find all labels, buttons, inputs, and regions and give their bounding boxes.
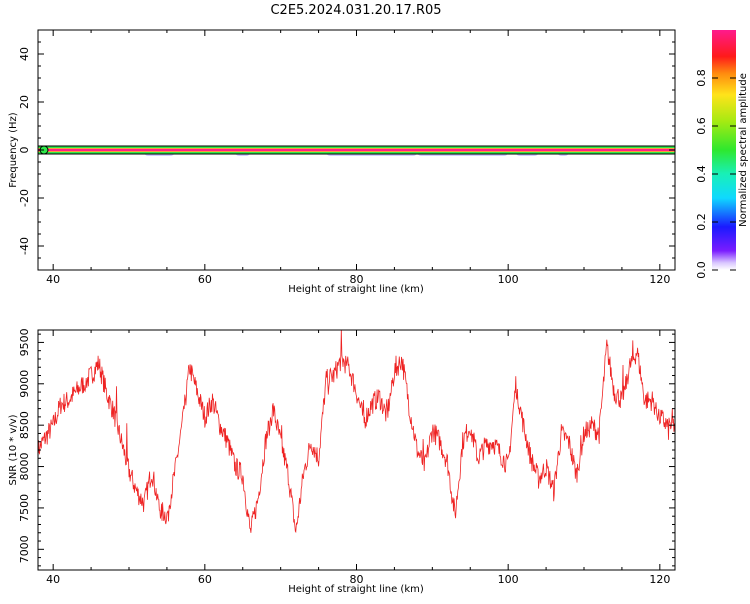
spectrogram-plot-area [38,145,675,156]
snr-series-line [38,330,675,534]
colorbar-tick-label: 0.2 [695,213,708,231]
colorbar-ticks: 0.0 0.2 0.4 0.6 0.8 [695,69,736,279]
chart-title: C2E5.2024.031.20.17.R05 [270,3,441,18]
colorbar-tick-label: 0.0 [695,261,708,279]
colorbar-tick-label: 0.6 [695,117,708,135]
spectrogram-panel: 40 60 80 100 120 -40 -20 0 20 40 Height of straig… [8,29,676,295]
snr-y-label: SNR (10 * v/v) [8,414,19,485]
spectrogram-x-tick-label: 40 [46,273,60,286]
spectrogram-y-tick-label: -20 [18,189,31,207]
spectrogram-y-tick-label: 0 [18,147,31,154]
spectrogram-y-tick-label: 20 [18,95,31,109]
snr-x-tick-label: 120 [649,573,670,586]
spectrogram-x-tick-label: 60 [198,273,212,286]
snr-ticks: 40 60 80 100 120 7000 7500 8000 8500 9000 9500 [18,328,675,586]
colorbar-tick-label: 0.8 [695,69,708,87]
snr-y-tick-label: 8500 [18,411,31,439]
snr-y-tick-label: 8000 [18,453,31,481]
spectrogram-x-tick-label: 80 [350,273,364,286]
snr-x-label: Height of straight line (km) [288,584,424,595]
snr-x-tick-label: 100 [498,573,519,586]
spectrogram-x-label: Height of straight line (km) [288,284,424,295]
colorbar-label: Normalized spectral amplitude [738,73,749,227]
snr-frame [37,329,676,571]
snr-y-tick-label: 7000 [18,535,31,563]
snr-x-tick-label: 40 [46,573,60,586]
spectrogram-x-tick-label: 120 [649,273,670,286]
spectrogram-ticks: 40 60 80 100 120 -40 -20 0 20 40 [18,29,675,286]
colorbar-gradient [712,30,736,270]
colorbar: 0.0 0.2 0.4 0.6 0.8 Normalized spectral ampl… [695,30,749,279]
snr-x-tick-label: 60 [198,573,212,586]
snr-y-tick-label: 9500 [18,328,31,356]
spectrogram-band-core [38,148,675,152]
colorbar-tick-label: 0.4 [695,165,708,183]
spectrogram-y-tick-label: 40 [18,47,31,61]
spectrogram-x-tick-label: 100 [498,273,519,286]
snr-panel: 40 60 80 100 120 7000 7500 8000 8500 9000 9500 Hei… [8,328,676,595]
spectrogram-y-tick-label: -40 [18,237,31,255]
snr-y-tick-label: 7500 [18,494,31,522]
snr-x-tick-label: 80 [350,573,364,586]
snr-y-tick-label: 9000 [18,370,31,398]
spectrogram-y-label: Frequency (Hz) [8,112,19,188]
